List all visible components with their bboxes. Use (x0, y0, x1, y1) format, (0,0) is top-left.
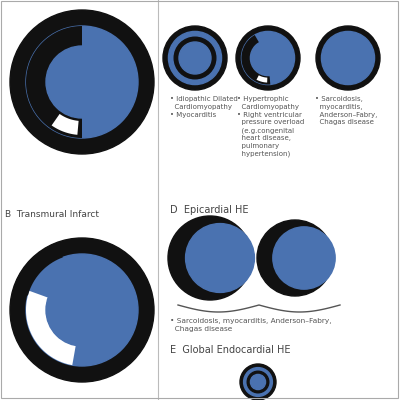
Circle shape (163, 26, 227, 90)
Circle shape (46, 274, 118, 346)
Circle shape (242, 32, 294, 84)
Circle shape (240, 364, 276, 400)
PathPatch shape (26, 291, 76, 365)
Circle shape (26, 254, 138, 366)
PathPatch shape (26, 26, 82, 138)
Text: • Idiopathic Dilated
  Cardiomyopathy
• Myocarditis: • Idiopathic Dilated Cardiomyopathy • My… (170, 96, 238, 118)
Circle shape (247, 371, 269, 393)
PathPatch shape (242, 35, 270, 84)
Circle shape (329, 39, 367, 77)
Circle shape (174, 37, 216, 79)
Text: • Sarcoidosis,
  myocarditis,
  Anderson–Fabry,
  Chagas disease: • Sarcoidosis, myocarditis, Anderson–Fab… (315, 96, 377, 125)
Circle shape (250, 40, 286, 76)
Text: • Hypertrophic
  Cardiomyopathy
• Right ventricular
  pressure overload
  (e.g.c: • Hypertrophic Cardiomyopathy • Right ve… (237, 96, 304, 157)
Circle shape (10, 238, 154, 382)
PathPatch shape (256, 75, 267, 82)
Circle shape (257, 220, 333, 296)
Circle shape (196, 234, 244, 282)
Circle shape (316, 26, 380, 90)
Text: B  Transmural Infarct: B Transmural Infarct (5, 210, 99, 219)
Circle shape (282, 236, 326, 280)
Circle shape (179, 42, 211, 74)
Text: D  Epicardial HE: D Epicardial HE (170, 205, 248, 215)
Text: • Sarcoidosis, myocarditis, Anderson–Fabry,
  Chagas disease: • Sarcoidosis, myocarditis, Anderson–Fab… (170, 318, 332, 332)
Circle shape (322, 32, 374, 84)
Circle shape (250, 374, 266, 390)
Circle shape (186, 224, 254, 292)
Circle shape (10, 10, 154, 154)
PathPatch shape (12, 242, 63, 296)
Circle shape (244, 368, 272, 396)
Circle shape (46, 46, 118, 118)
Circle shape (26, 26, 138, 138)
PathPatch shape (52, 114, 79, 135)
Circle shape (236, 26, 300, 90)
Circle shape (168, 32, 222, 84)
Circle shape (168, 216, 252, 300)
Text: E  Global Endocardial HE: E Global Endocardial HE (170, 345, 290, 355)
Circle shape (273, 227, 335, 289)
